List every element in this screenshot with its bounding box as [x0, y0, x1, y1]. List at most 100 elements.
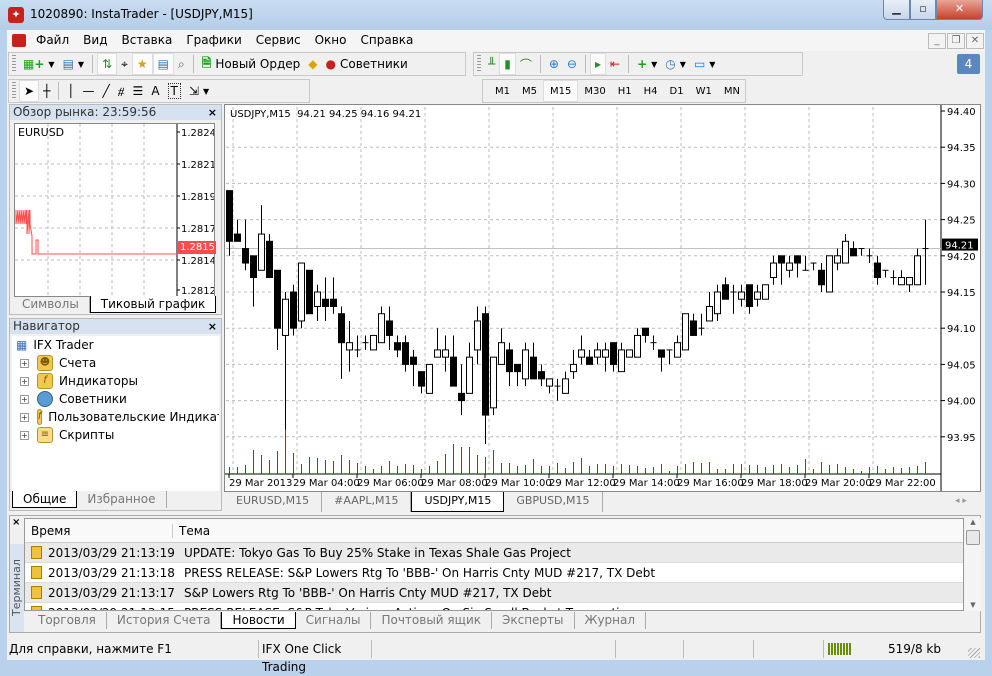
tab-symbols[interactable]: Символы: [12, 296, 90, 313]
text-button[interactable]: A: [147, 80, 163, 102]
column-header-subject[interactable]: Тема: [179, 523, 211, 538]
tree-item-experts[interactable]: + Советники: [12, 390, 219, 408]
toolbar-grip[interactable]: [477, 55, 481, 73]
toolbar-grip[interactable]: [12, 55, 16, 73]
close-button[interactable]: ✕: [936, 0, 983, 20]
resize-grip[interactable]: [968, 648, 980, 658]
news-row[interactable]: 2013/03/29 21:13:15PRESS RELEASE: S&P Ta…: [25, 603, 963, 610]
column-header-time[interactable]: Время: [25, 523, 173, 538]
timeframe-m30[interactable]: M30: [584, 85, 606, 97]
news-row[interactable]: 2013/03/29 21:13:17 S&P Lowers Rtg To 'BB…: [25, 583, 963, 603]
tree-item-custom-indicators[interactable]: + f Пользовательские Индикато: [12, 408, 219, 426]
cursor-button[interactable]: ➤: [19, 80, 40, 102]
terminal-tab-5[interactable]: Эксперты: [492, 612, 575, 629]
tree-item-indicators[interactable]: + f Индикаторы: [12, 372, 219, 390]
timeframe-h1[interactable]: H1: [617, 85, 632, 97]
expand-icon[interactable]: +: [20, 376, 29, 386]
new-chart-button[interactable]: ▦+ ▼: [19, 53, 59, 75]
mdi-restore-button[interactable]: ❐: [947, 33, 965, 49]
maximize-button[interactable]: ▫: [910, 0, 936, 20]
mdi-minimize-button[interactable]: _: [928, 33, 946, 49]
close-icon[interactable]: ×: [12, 517, 21, 528]
equidistant-channel-button[interactable]: ⧣: [114, 80, 129, 102]
menu-file[interactable]: Файл: [36, 33, 70, 47]
alert-button[interactable]: ◆: [304, 53, 321, 75]
close-icon[interactable]: ×: [207, 106, 217, 119]
line-chart-button[interactable]: ⌒: [516, 53, 536, 75]
menu-tools[interactable]: Сервис: [255, 33, 301, 47]
mdi-close-button[interactable]: ✕: [966, 33, 984, 49]
new-order-button[interactable]: 🗎 Новый Ордер: [198, 53, 305, 75]
scroll-up-icon[interactable]: ▲: [970, 518, 976, 526]
templates-button[interactable]: ▭ ▼: [690, 53, 720, 75]
minimize-button[interactable]: ▁: [883, 0, 910, 20]
indicators-button[interactable]: + ▼: [633, 53, 661, 75]
toolbar-grip[interactable]: [12, 82, 16, 100]
profiles-button[interactable]: ▤ ▼: [59, 53, 89, 75]
trendline-button[interactable]: ╱: [99, 80, 114, 102]
bar-chart-button[interactable]: ╨: [484, 53, 499, 75]
close-icon[interactable]: ×: [207, 320, 217, 333]
expand-icon[interactable]: +: [20, 358, 29, 368]
vertical-line-button[interactable]: │: [63, 80, 78, 102]
chart-tab-eurusdm15[interactable]: EURUSD,M15: [224, 492, 323, 512]
strategy-tester-button[interactable]: ⌕: [174, 53, 189, 75]
expand-icon[interactable]: +: [20, 430, 29, 440]
zoom-in-button[interactable]: ⊕: [545, 53, 563, 75]
chart-shift-button[interactable]: ⇤: [606, 53, 624, 75]
terminal-tab-1[interactable]: История Счета: [107, 612, 222, 629]
terminal-tab-3[interactable]: Сигналы: [296, 612, 372, 629]
periods-button[interactable]: ◷ ▼: [661, 53, 690, 75]
news-row[interactable]: 2013/03/29 21:13:18 PRESS RELEASE: S&P Lo…: [25, 563, 963, 583]
chart-tab-gbpusdm15[interactable]: GBPUSD,M15: [504, 492, 603, 512]
tab-common[interactable]: Общие: [12, 491, 78, 508]
scroll-down-icon[interactable]: ▼: [970, 601, 976, 609]
navigator-button[interactable]: ★: [131, 53, 153, 75]
terminal-tab-4[interactable]: Почтовый ящик: [371, 612, 492, 629]
menu-insert[interactable]: Вставка: [121, 33, 173, 47]
autoscroll-button[interactable]: ▸: [589, 53, 607, 75]
vertical-scrollbar[interactable]: ▲ ▼: [965, 518, 981, 611]
menu-view[interactable]: Вид: [83, 33, 108, 47]
expand-icon[interactable]: +: [20, 394, 29, 404]
fibonacci-button[interactable]: ☰: [129, 80, 148, 102]
tab-favorites[interactable]: Избранное: [77, 491, 167, 508]
candlestick-button[interactable]: ▮: [499, 53, 516, 75]
crosshair-tool-button[interactable]: ┼: [39, 80, 54, 102]
notifications-badge[interactable]: 4: [957, 54, 980, 74]
terminal-tab-0[interactable]: Торговля: [28, 612, 107, 629]
chart-window[interactable]: 94.40 94.35 94.30 94.25 94.20 94.15 94.10 94.05…: [224, 104, 981, 492]
text-label-button[interactable]: T: [164, 80, 185, 102]
timeframe-m15[interactable]: M15: [543, 80, 579, 102]
news-row[interactable]: 2013/03/29 21:13:19 UPDATE: Tokyo Gas To …: [25, 543, 963, 563]
timeframe-mn[interactable]: MN: [723, 85, 740, 97]
terminal-tab-2[interactable]: Новости: [221, 612, 296, 629]
terminal-button[interactable]: ▤: [152, 53, 174, 75]
experts-button[interactable]: ● Советники: [322, 53, 412, 75]
expand-icon[interactable]: +: [20, 412, 29, 422]
menu-window[interactable]: Окно: [314, 33, 347, 47]
menu-help[interactable]: Справка: [360, 33, 414, 47]
zoom-out-button[interactable]: ⊖: [563, 53, 581, 75]
timeframe-d1[interactable]: D1: [669, 85, 684, 97]
template-icon: ▭: [693, 57, 706, 71]
tree-root[interactable]: ▦ IFX Trader: [12, 336, 219, 354]
timeframe-w1[interactable]: W1: [695, 85, 712, 97]
menu-charts[interactable]: Графики: [186, 33, 242, 47]
horizontal-line-button[interactable]: —: [79, 80, 99, 102]
market-watch-button[interactable]: ⇅: [97, 53, 118, 75]
chart-tab-usdjpym15[interactable]: USDJPY,M15: [411, 492, 505, 512]
timeframe-m1[interactable]: M1: [495, 85, 510, 97]
tabs-scroll-arrows[interactable]: ◂ ▸: [955, 496, 967, 506]
crosshair-button[interactable]: ⌖: [117, 53, 132, 75]
arrows-button[interactable]: ⇲ ▼: [185, 80, 213, 102]
terminal-tab-6[interactable]: Журнал: [575, 612, 647, 629]
scrollbar-thumb[interactable]: [966, 530, 980, 545]
tree-item-scripts[interactable]: + ≡ Скрипты: [12, 426, 219, 444]
chart-tab-aaplm15[interactable]: #AAPL,M15: [322, 492, 412, 512]
timeframe-h4[interactable]: H4: [643, 85, 658, 97]
tab-tick-chart[interactable]: Тиковый график: [89, 296, 217, 313]
timeframe-m5[interactable]: M5: [522, 85, 537, 97]
candlestick-chart[interactable]: 94.40 94.35 94.30 94.25 94.20 94.15 94.10 94.05…: [225, 105, 980, 491]
tree-item-accounts[interactable]: + ☻ Счета: [12, 354, 219, 372]
